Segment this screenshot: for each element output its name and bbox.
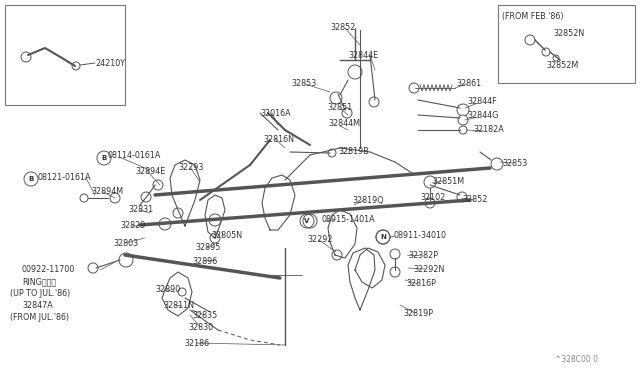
Text: 32819B: 32819B [338, 147, 369, 155]
Text: ^328C00 0: ^328C00 0 [555, 356, 598, 365]
Text: 32811N: 32811N [163, 301, 194, 310]
Ellipse shape [159, 218, 171, 230]
Text: B: B [28, 176, 34, 182]
Text: 32851: 32851 [327, 103, 352, 112]
Text: N: N [380, 234, 386, 240]
Text: 32896: 32896 [192, 257, 217, 266]
Ellipse shape [141, 192, 151, 202]
Text: 32186: 32186 [184, 339, 209, 347]
Text: 32830: 32830 [188, 323, 213, 331]
Ellipse shape [390, 249, 400, 259]
Text: 32852M: 32852M [546, 61, 579, 70]
Text: 32819P: 32819P [403, 308, 433, 317]
Ellipse shape [153, 180, 163, 190]
Ellipse shape [457, 104, 469, 116]
Text: 32805N: 32805N [211, 231, 242, 241]
Ellipse shape [178, 288, 186, 296]
Text: 32292N: 32292N [413, 264, 444, 273]
Ellipse shape [459, 126, 467, 134]
Text: 08915-1401A: 08915-1401A [322, 215, 376, 224]
Text: 32852N: 32852N [553, 29, 584, 38]
Ellipse shape [173, 208, 183, 218]
Text: 32293: 32293 [178, 163, 204, 171]
Ellipse shape [119, 253, 133, 267]
Ellipse shape [209, 214, 221, 226]
Text: 32831: 32831 [128, 205, 153, 215]
Text: 32829: 32829 [120, 221, 145, 231]
Ellipse shape [424, 176, 436, 188]
Text: 32853: 32853 [291, 80, 316, 89]
Text: 32894M: 32894M [91, 187, 123, 196]
Ellipse shape [332, 250, 342, 260]
Ellipse shape [328, 149, 336, 157]
Text: 32853: 32853 [502, 158, 527, 167]
Text: 32844F: 32844F [467, 97, 497, 106]
Ellipse shape [21, 52, 31, 62]
Ellipse shape [409, 83, 419, 93]
Ellipse shape [80, 194, 88, 202]
Text: 32844M: 32844M [328, 119, 360, 128]
Bar [5, 5, 125, 105]
Ellipse shape [210, 233, 220, 243]
Text: 32819Q: 32819Q [352, 196, 383, 205]
Ellipse shape [390, 267, 400, 277]
Text: RINGリング: RINGリング [22, 278, 56, 286]
Text: 32803: 32803 [113, 238, 138, 247]
Text: 08121-0161A: 08121-0161A [38, 173, 92, 183]
Text: 32851M: 32851M [432, 176, 464, 186]
Text: 32852: 32852 [462, 196, 488, 205]
Ellipse shape [553, 55, 559, 61]
Ellipse shape [369, 97, 379, 107]
Ellipse shape [88, 263, 98, 273]
Ellipse shape [72, 62, 80, 70]
Text: 00922-11700: 00922-11700 [22, 266, 76, 275]
Text: 32895: 32895 [195, 244, 220, 253]
Bar [498, 5, 635, 83]
Text: B: B [101, 155, 107, 161]
Text: 32890: 32890 [155, 285, 180, 295]
Text: 08114-0161A: 08114-0161A [107, 151, 161, 160]
Text: (UP TO JUL.'86): (UP TO JUL.'86) [10, 289, 70, 298]
Text: 08911-34010: 08911-34010 [393, 231, 446, 241]
Ellipse shape [110, 193, 120, 203]
Ellipse shape [542, 48, 550, 56]
Text: 24210Y: 24210Y [95, 58, 125, 67]
Text: 32861: 32861 [456, 80, 481, 89]
Ellipse shape [491, 158, 503, 170]
Text: 32016A: 32016A [260, 109, 291, 118]
Text: 32844E: 32844E [348, 51, 378, 60]
Text: 32816N: 32816N [263, 135, 294, 144]
Text: 32852: 32852 [330, 23, 355, 32]
Text: 32835: 32835 [192, 311, 217, 320]
Ellipse shape [425, 198, 435, 208]
Text: 32844G: 32844G [467, 112, 499, 121]
Ellipse shape [330, 92, 342, 104]
Text: 32102: 32102 [420, 192, 445, 202]
Text: (FROM JUL.'86): (FROM JUL.'86) [10, 314, 69, 323]
Text: 32847A: 32847A [22, 301, 52, 311]
Text: 32894E: 32894E [135, 167, 165, 176]
Text: V: V [304, 218, 310, 224]
Ellipse shape [458, 115, 468, 125]
Text: 32816P: 32816P [406, 279, 436, 289]
Ellipse shape [348, 65, 362, 79]
Text: 32382P: 32382P [408, 250, 438, 260]
Ellipse shape [457, 192, 467, 202]
Text: 32292: 32292 [307, 235, 333, 244]
Text: 32182A: 32182A [473, 125, 504, 135]
Text: (FROM FEB.'86): (FROM FEB.'86) [502, 13, 563, 22]
Ellipse shape [525, 35, 535, 45]
Ellipse shape [342, 108, 352, 118]
